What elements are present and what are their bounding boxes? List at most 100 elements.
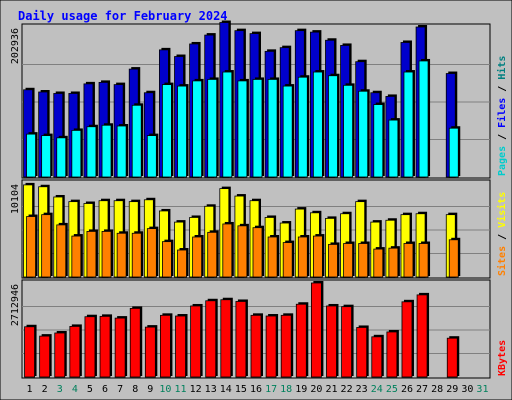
x-tick-label: 20	[310, 384, 322, 395]
x-tick-label: 9	[147, 384, 153, 395]
panel-sites-visits: 10104 Sites / Visits	[10, 179, 508, 279]
bar-kbytes	[160, 314, 171, 378]
bar-sites	[162, 241, 172, 278]
legend-part: Hits	[496, 56, 508, 80]
bar-files	[131, 104, 142, 178]
bar-files	[403, 71, 414, 178]
bar-sites	[71, 235, 82, 278]
bar-sites	[192, 236, 203, 278]
bar-files	[282, 85, 293, 178]
chart-panels: 202936 Pages / Files / Hits 10104 Sites / V…	[10, 20, 508, 379]
x-tick-label: 12	[190, 384, 202, 395]
series-legend: Sites / Visits	[496, 192, 508, 276]
legend-part: Sites	[496, 246, 508, 276]
legend-part: KBytes	[497, 340, 508, 376]
bar-sites	[358, 243, 369, 278]
series-legend: KBytes	[497, 340, 508, 376]
x-tick-label: 17	[265, 384, 277, 395]
bar-kbytes	[250, 314, 262, 378]
x-tick-label: 6	[102, 384, 108, 395]
bar-files	[56, 137, 67, 178]
bar-kbytes	[129, 307, 141, 378]
x-tick-label: 11	[174, 384, 186, 395]
bar-files	[192, 80, 203, 178]
x-tick-label: 28	[431, 384, 443, 395]
x-tick-label: 7	[117, 384, 123, 395]
legend-part: /	[497, 128, 508, 146]
legend-part: Pages	[497, 146, 508, 176]
bar-kbytes	[371, 336, 383, 378]
x-tick-label: 10	[159, 384, 171, 395]
bar-kbytes	[205, 300, 217, 378]
x-tick-label: 18	[280, 384, 292, 395]
bar-files	[207, 79, 218, 178]
y-max-label: 2712946	[10, 284, 21, 326]
bar-sites	[418, 243, 429, 278]
bar-sites	[448, 239, 459, 278]
bar-files	[162, 84, 172, 178]
bar-files	[312, 71, 323, 178]
x-tick-label: 8	[132, 384, 138, 395]
bar-sites	[237, 225, 248, 278]
x-tick-label: 27	[416, 384, 428, 395]
bar-kbytes	[386, 331, 398, 378]
bar-sites	[177, 249, 187, 278]
bar-files	[448, 127, 459, 178]
bar-files	[297, 76, 308, 178]
x-tick-label: 13	[205, 384, 217, 395]
bar-kbytes	[265, 315, 277, 378]
x-tick-label: 24	[371, 384, 383, 395]
bar-sites	[101, 231, 112, 278]
bar-sites	[343, 243, 353, 278]
bar-files	[177, 85, 187, 178]
legend-part: /	[497, 80, 508, 98]
bar-sites	[116, 232, 127, 278]
bar-sites	[131, 232, 142, 278]
x-tick-label: 21	[325, 384, 337, 395]
panel-kbytes: 2712946 KBytes	[10, 279, 508, 379]
x-tick-label: 22	[341, 384, 353, 395]
bar-files	[41, 135, 52, 178]
x-tick-label: 4	[72, 384, 78, 395]
x-tick-label: 23	[356, 384, 368, 395]
bar-sites	[282, 242, 293, 278]
bar-files	[252, 79, 263, 178]
chart-title: Daily usage for February 2024	[18, 9, 228, 23]
bar-sites	[207, 231, 218, 278]
bar-sites	[222, 223, 233, 278]
bar-files	[328, 75, 338, 178]
x-tick-label: 31	[476, 384, 488, 395]
x-tick-label: 16	[250, 384, 262, 395]
bar-sites	[56, 224, 67, 278]
bar-kbytes	[39, 335, 51, 378]
x-tick-label: 14	[220, 384, 232, 395]
bar-sites	[267, 236, 278, 278]
x-tick-label: 30	[461, 384, 473, 395]
x-tick-label: 3	[57, 384, 63, 395]
legend-part: Visits	[496, 192, 508, 228]
bar-kbytes	[54, 332, 66, 378]
bar-sites	[312, 235, 323, 278]
bar-sites	[146, 228, 157, 278]
bar-files	[26, 133, 36, 178]
x-tick-label: 2	[42, 384, 48, 395]
bar-kbytes	[99, 315, 111, 378]
bar-kbytes	[24, 326, 35, 378]
bar-kbytes	[401, 301, 413, 378]
bar-files	[222, 71, 233, 178]
bar-kbytes	[220, 299, 232, 378]
bar-kbytes	[356, 327, 368, 378]
x-tick-label: 5	[87, 384, 93, 395]
series-legend: Pages / Files / Hits	[496, 56, 508, 176]
bar-sites	[388, 247, 399, 278]
x-tick-label: 25	[386, 384, 398, 395]
bar-kbytes	[144, 326, 156, 378]
x-axis-labels: 1 2 3 4 5 6 7 8 9 10 11 12 13 14 15 16 17 18 19 20 21 22 23 24 2…	[27, 384, 489, 395]
bar-kbytes	[416, 294, 428, 378]
bar-sites	[252, 227, 263, 278]
x-tick-label: 29	[446, 384, 458, 395]
bar-files	[101, 124, 112, 178]
bar-files	[267, 79, 278, 178]
x-tick-label: 26	[401, 384, 413, 395]
legend-part: Files	[496, 98, 508, 128]
